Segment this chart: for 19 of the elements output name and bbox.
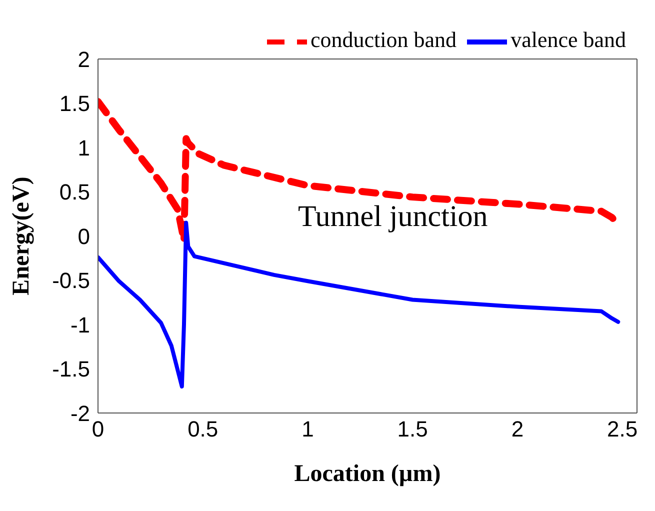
legend-label: conduction band (310, 27, 457, 52)
y-tick-label: -1.5 (52, 356, 90, 382)
y-axis-title: Energy(eV) (8, 176, 35, 296)
y-tick-label: -0.5 (52, 268, 90, 294)
y-tick-label: 1 (78, 135, 90, 160)
x-tick-label: 0.5 (188, 416, 218, 442)
x-tick-label: 2 (511, 416, 524, 442)
x-tick-label: 1.5 (397, 416, 428, 442)
legend-label: valence band (510, 27, 626, 52)
y-tick-label: 0.5 (59, 180, 90, 205)
y-tick-label: 0 (78, 224, 90, 249)
annotation: Tunnel junction (298, 200, 488, 234)
y-tick-label: -1 (70, 312, 90, 338)
x-axis-title: Location (µm) (294, 461, 441, 487)
y-tick-label: 1.5 (59, 91, 90, 116)
x-tick-label: 1 (302, 416, 314, 442)
x-tick-label: 2.5 (607, 416, 638, 442)
y-tick-label: 2 (78, 46, 90, 72)
y-tick-label: -2 (70, 400, 90, 426)
